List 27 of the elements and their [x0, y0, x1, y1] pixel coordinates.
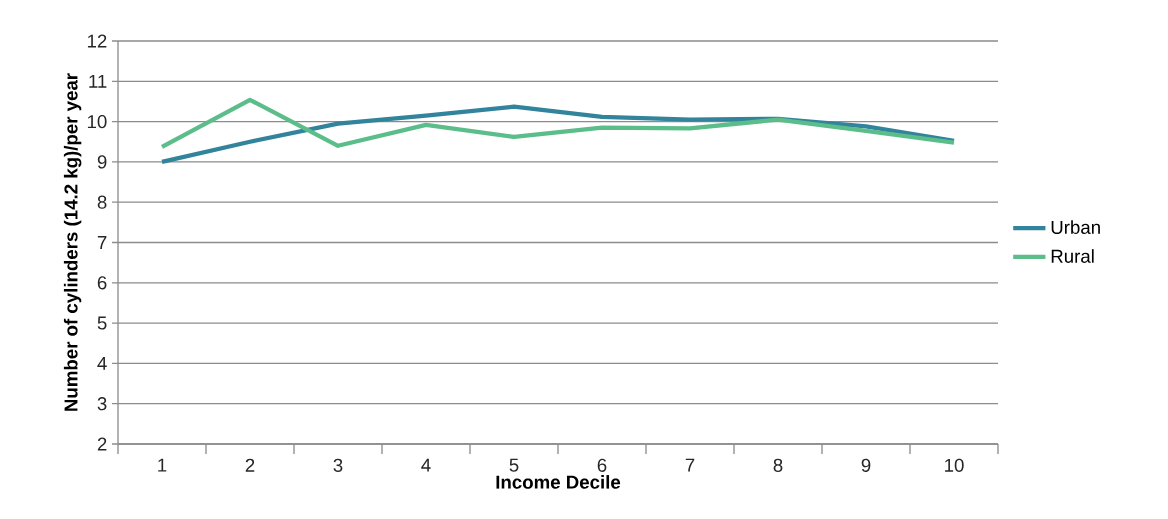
- y-tick-label: 5: [97, 316, 107, 330]
- x-tick-label: 2: [245, 458, 255, 472]
- x-tick-label: 7: [685, 458, 695, 472]
- y-tick-label: 12: [87, 34, 107, 48]
- legend-label: Rural: [1051, 249, 1094, 263]
- x-axis-title: Income Decile: [496, 475, 621, 489]
- x-tick-label: 9: [861, 458, 871, 472]
- line-series: [159, 97, 957, 150]
- y-axis-title: Number of cylinders (14.2 kg)/per year: [63, 73, 82, 411]
- x-tick-label: 1: [158, 458, 167, 472]
- x-tick-label: 10: [945, 458, 964, 472]
- line-series: [159, 104, 957, 165]
- y-tick-label: 10: [87, 114, 107, 129]
- x-tick-label: 6: [597, 458, 607, 472]
- legend-label: Urban: [1051, 220, 1100, 235]
- y-tick-label: 2: [97, 437, 107, 451]
- y-tick-label: 6: [97, 276, 107, 290]
- x-tick-label: 8: [773, 458, 783, 472]
- x-tick-label: 3: [333, 458, 343, 472]
- y-tick-label: 7: [97, 236, 107, 249]
- y-tick-label: 8: [97, 195, 107, 209]
- y-tick-label: 9: [97, 155, 107, 169]
- y-tick-label: 3: [97, 397, 107, 411]
- x-tick-label: 4: [421, 458, 431, 472]
- y-tick-label: 11: [89, 74, 107, 88]
- y-tick-label: 4: [97, 356, 107, 370]
- x-tick-label: 5: [509, 458, 519, 472]
